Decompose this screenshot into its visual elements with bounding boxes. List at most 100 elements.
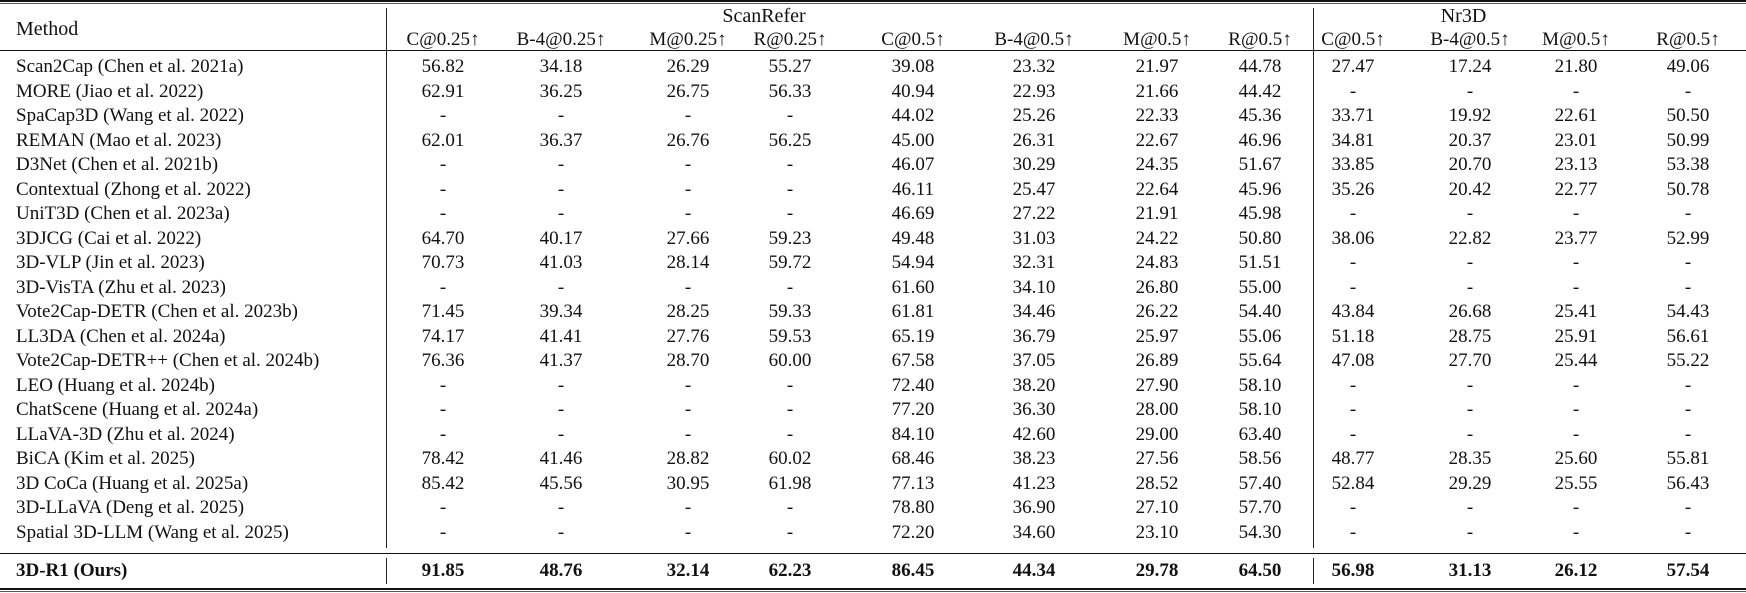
metric-value: - — [557, 203, 565, 224]
metric-value: - — [786, 497, 794, 518]
metric-value: 34.46 — [1012, 301, 1056, 322]
metric-value: 58.10 — [1238, 374, 1282, 396]
metric-value: 26.29 — [666, 56, 710, 77]
metric-value: - — [1349, 497, 1357, 518]
bottom-rule — [0, 588, 1746, 590]
metric-value: 57.40 — [1238, 472, 1282, 494]
table-row: 3D-VisTA (Zhu et al. 2023) - - - - 61.60 34.10… — [0, 277, 1746, 302]
metric-value-best: 29.78 — [1135, 560, 1179, 581]
metric-value: - — [786, 399, 794, 420]
metric-value: 22.64 — [1135, 178, 1179, 200]
metric-value: 28.82 — [666, 448, 710, 469]
method-header: Method — [16, 18, 79, 40]
metric-value: 62.91 — [421, 80, 465, 102]
metric-value: - — [1466, 399, 1474, 420]
metric-value: - — [1572, 80, 1580, 102]
metric-value: 59.72 — [768, 252, 812, 273]
metric-value: - — [1572, 399, 1580, 420]
method-name: D3Net (Chen et al. 2021b) — [16, 154, 219, 175]
metric-value: - — [1684, 399, 1692, 420]
metric-value: 50.78 — [1666, 178, 1710, 200]
metric-value: 63.40 — [1238, 423, 1282, 445]
metric-value: - — [439, 203, 447, 224]
metric-value: 20.70 — [1448, 154, 1492, 175]
metric-value-best: 48.76 — [539, 560, 583, 581]
metric-value: 85.42 — [421, 472, 465, 494]
metric-value: 74.17 — [421, 325, 465, 347]
metric-value: 41.41 — [539, 325, 583, 347]
metric-value: 27.47 — [1331, 56, 1375, 77]
metric-value: - — [1684, 276, 1692, 298]
metric-value: 39.08 — [891, 56, 935, 77]
method-name: 3D-LLaVA (Deng et al. 2025) — [16, 497, 245, 518]
method-name: 3D CoCa (Huang et al. 2025a) — [16, 472, 249, 494]
metric-value: - — [684, 154, 692, 175]
metric-value: - — [786, 203, 794, 224]
metric-value: 55.00 — [1238, 276, 1282, 298]
metric-value: 72.20 — [891, 521, 935, 543]
metric-value: 65.19 — [891, 325, 935, 347]
metric-value: 55.64 — [1238, 350, 1282, 371]
metric-value: 28.25 — [666, 301, 710, 322]
metric-value: 60.00 — [768, 350, 812, 371]
metric-value: - — [1466, 497, 1474, 518]
metric-value: 32.31 — [1012, 252, 1056, 273]
metric-value: 67.58 — [891, 350, 935, 371]
method-name: REMAN (Mao et al. 2023) — [16, 129, 222, 151]
metric-value-best: 32.14 — [666, 560, 710, 581]
metric-value: 76.36 — [421, 350, 465, 371]
metric-value: - — [439, 154, 447, 175]
table-row: Vote2Cap-DETR++ (Chen et al. 2024b) 76.36… — [0, 350, 1746, 375]
metric-value: 28.14 — [666, 252, 710, 273]
metric-value: 54.94 — [891, 252, 935, 273]
column-header: C@0.5↑ — [881, 29, 945, 50]
table-row: Contextual (Zhong et al. 2022) - - - - 46.11 2… — [0, 179, 1746, 204]
metric-value: - — [557, 178, 565, 200]
metric-value: 68.46 — [891, 448, 935, 469]
bottom-rule-secondary — [0, 591, 1746, 592]
metric-value: 36.30 — [1012, 399, 1056, 420]
metric-value: 22.33 — [1135, 105, 1179, 126]
metric-value: - — [1684, 521, 1692, 543]
method-name: UniT3D (Chen et al. 2023a) — [16, 203, 230, 224]
metric-value: 25.47 — [1012, 178, 1056, 200]
metric-value: - — [684, 423, 692, 445]
metric-value: 38.23 — [1012, 448, 1056, 469]
dataset-divider-ours — [1313, 558, 1314, 584]
metric-value: 34.10 — [1012, 276, 1056, 298]
dataset-divider — [1313, 8, 1314, 548]
metric-value: 41.46 — [539, 448, 583, 469]
metric-value: - — [786, 423, 794, 445]
metric-value: - — [1572, 276, 1580, 298]
metric-value: - — [439, 497, 447, 518]
metric-value-best: 64.50 — [1238, 560, 1282, 581]
metric-value: 30.95 — [666, 472, 710, 494]
metric-value: 56.43 — [1666, 472, 1710, 494]
metric-value: - — [1684, 497, 1692, 518]
metric-value-best: 57.54 — [1666, 560, 1710, 581]
metric-value: 45.96 — [1238, 178, 1282, 200]
metric-value: 36.25 — [539, 80, 583, 102]
metric-value: 40.94 — [891, 80, 935, 102]
metric-value: - — [1572, 252, 1580, 273]
metric-value: 20.37 — [1448, 129, 1492, 151]
metric-value: - — [684, 178, 692, 200]
metric-value: 26.31 — [1012, 129, 1056, 151]
metric-value: 29.29 — [1448, 472, 1492, 494]
metric-value-best: 91.85 — [421, 560, 465, 581]
metric-value: 46.96 — [1238, 129, 1282, 151]
method-name: MORE (Jiao et al. 2022) — [16, 80, 204, 102]
metric-value: 28.75 — [1448, 325, 1492, 347]
metric-value: 22.82 — [1448, 227, 1492, 249]
metric-value: 19.92 — [1448, 105, 1492, 126]
metric-value: 77.20 — [891, 399, 935, 420]
metric-value: - — [557, 423, 565, 445]
metric-value: 61.81 — [891, 301, 935, 322]
metric-value: 77.13 — [891, 472, 935, 494]
metric-value: 33.85 — [1331, 154, 1375, 175]
metric-value: 50.99 — [1666, 129, 1710, 151]
metric-value: 33.71 — [1331, 105, 1375, 126]
metric-value: 58.10 — [1238, 399, 1282, 420]
method-column-divider — [386, 8, 387, 548]
metric-value: 28.70 — [666, 350, 710, 371]
